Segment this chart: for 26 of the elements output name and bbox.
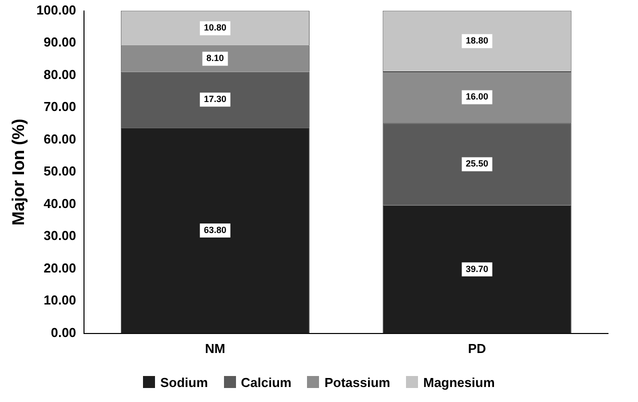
data-label: 10.80	[204, 22, 226, 33]
y-tick-label: 20.00	[44, 260, 76, 276]
data-label: 18.80	[466, 36, 488, 46]
y-tick-label: 10.00	[44, 292, 76, 308]
legend-label: Calcium	[240, 374, 292, 390]
x-tick-label: NM	[205, 340, 226, 356]
data-label: 8.10	[206, 53, 224, 64]
data-label: 16.00	[466, 92, 488, 102]
y-tick-label: 60.00	[44, 131, 76, 146]
legend-label: Sodium	[160, 374, 208, 390]
data-label: 25.50	[466, 158, 488, 169]
y-tick-label: 90.00	[44, 34, 76, 50]
y-tick-label: 50.00	[44, 164, 76, 179]
y-tick-label: 40.00	[44, 196, 76, 211]
data-label: 39.70	[466, 264, 488, 274]
y-tick-label: 100.00	[36, 2, 76, 18]
data-label: 63.80	[204, 224, 226, 235]
y-tick-label: 30.00	[44, 228, 76, 244]
data-label: 17.30	[204, 94, 226, 104]
y-tick-label: 70.00	[44, 99, 76, 114]
y-tick-label: 80.00	[44, 66, 76, 82]
y-axis-title: Major Ion (%)	[8, 118, 28, 226]
legend-label: Magnesium	[423, 374, 495, 390]
y-tick-label: 0.00	[50, 324, 76, 340]
x-tick-label: PD	[468, 340, 486, 356]
legend-label: Potassium	[324, 374, 390, 390]
